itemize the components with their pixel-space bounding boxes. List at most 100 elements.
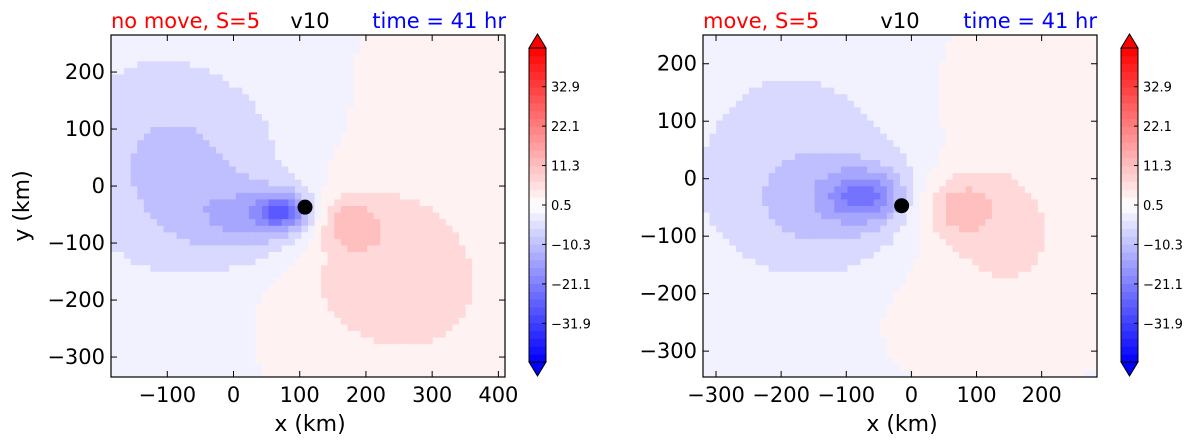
field-cell xyxy=(788,304,796,312)
field-cell xyxy=(308,219,316,227)
field-cell xyxy=(353,120,362,128)
field-cell xyxy=(880,363,888,372)
field-cell xyxy=(367,304,375,312)
field-cell xyxy=(735,74,743,82)
colorbar-band xyxy=(529,48,546,57)
field-cell xyxy=(321,245,329,253)
field-cell xyxy=(124,192,132,201)
field-cell xyxy=(262,159,270,168)
field-cell xyxy=(472,100,480,108)
field-cell xyxy=(413,199,421,207)
field-cell xyxy=(150,238,158,247)
field-cell xyxy=(445,330,454,339)
field-cell xyxy=(886,363,895,372)
field-cell xyxy=(788,127,796,135)
field-cell xyxy=(419,74,427,82)
field-cell xyxy=(821,238,829,247)
field-cell xyxy=(130,100,138,108)
field-cell xyxy=(275,35,283,43)
y-tick-label: −200 xyxy=(47,288,105,312)
field-cell xyxy=(900,127,908,135)
field-cell xyxy=(353,370,362,377)
field-cell xyxy=(834,48,842,56)
field-cell xyxy=(781,199,789,207)
field-cell xyxy=(183,265,191,273)
field-cell xyxy=(722,278,730,286)
field-cell xyxy=(373,81,381,89)
field-cell xyxy=(893,133,901,141)
field-cell xyxy=(327,67,335,76)
field-cell xyxy=(762,133,770,141)
field-cell xyxy=(873,370,881,377)
field-cell xyxy=(439,199,447,207)
field-cell xyxy=(781,265,789,273)
field-cell xyxy=(413,133,421,141)
field-cell xyxy=(426,363,434,372)
field-cell xyxy=(459,284,467,293)
field-cell xyxy=(478,258,486,266)
field-cell xyxy=(143,271,151,279)
field-cell xyxy=(821,100,829,108)
field-cell xyxy=(209,278,217,286)
field-cell xyxy=(176,61,184,69)
field-cell xyxy=(399,140,408,148)
field-cell xyxy=(347,127,355,135)
field-cell xyxy=(735,206,743,214)
field-cell xyxy=(202,127,211,135)
field-cell xyxy=(347,370,355,377)
field-cell xyxy=(413,140,421,148)
field-cell xyxy=(781,120,789,128)
field-cell xyxy=(386,337,394,345)
field-cell xyxy=(465,317,473,325)
field-cell xyxy=(137,225,145,233)
field-cell xyxy=(788,74,796,82)
field-cell xyxy=(413,146,421,154)
field-cell xyxy=(900,357,908,365)
field-cell xyxy=(262,35,270,43)
field-cell xyxy=(722,35,730,43)
colorbar-band xyxy=(529,87,546,96)
field-cell xyxy=(801,35,809,43)
field-cell xyxy=(347,61,355,69)
field-cell xyxy=(373,350,381,358)
field-cell xyxy=(906,120,914,128)
field-cell xyxy=(294,298,303,306)
field-cell xyxy=(919,284,927,293)
field-cell xyxy=(314,245,322,253)
field-cell xyxy=(327,265,335,273)
field-cell xyxy=(373,100,381,108)
field-cell xyxy=(229,291,237,299)
field-cell xyxy=(347,238,355,247)
field-cell xyxy=(729,311,737,319)
field-cell xyxy=(183,232,191,240)
field-cell xyxy=(235,344,243,352)
field-cell xyxy=(248,206,257,214)
field-cell xyxy=(373,133,381,141)
field-cell xyxy=(814,206,822,214)
field-cell xyxy=(176,199,184,207)
field-cell xyxy=(788,100,796,108)
field-cell xyxy=(222,324,230,332)
field-cell xyxy=(308,245,316,253)
field-cell xyxy=(367,41,375,49)
field-cell xyxy=(202,133,211,141)
field-cell xyxy=(900,304,908,312)
field-cell xyxy=(242,74,250,82)
field-cell xyxy=(347,337,355,345)
field-cell xyxy=(340,107,348,115)
field-cell xyxy=(334,153,342,161)
field-cell xyxy=(426,350,434,358)
field-cell xyxy=(880,330,888,339)
field-cell xyxy=(834,357,842,365)
field-cell xyxy=(143,153,151,161)
field-cell xyxy=(373,370,381,377)
field-cell xyxy=(459,206,467,214)
field-cell xyxy=(781,54,789,62)
field-cell xyxy=(176,133,184,141)
field-cell xyxy=(189,311,197,319)
field-cell xyxy=(491,258,500,266)
field-cell xyxy=(268,291,276,299)
field-cell xyxy=(748,67,757,76)
field-cell xyxy=(703,219,711,227)
field-cell xyxy=(886,370,895,377)
